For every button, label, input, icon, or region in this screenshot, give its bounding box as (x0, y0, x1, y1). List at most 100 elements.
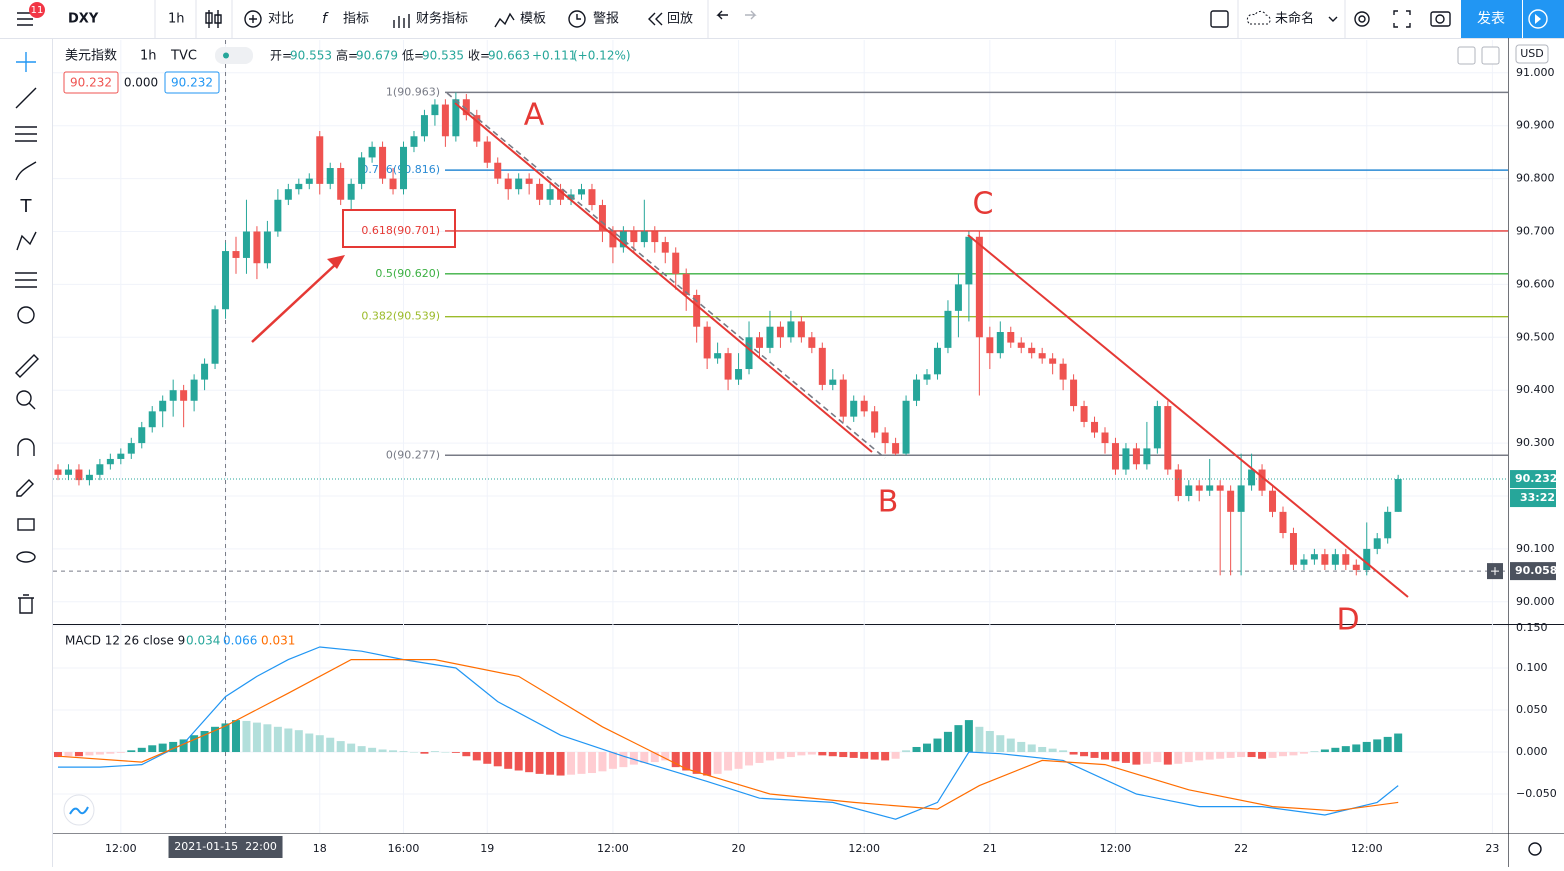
candle-body (724, 353, 732, 380)
fib-tool[interactable] (15, 126, 37, 142)
interval-button[interactable]: 1h (168, 12, 185, 27)
macd-bar (619, 752, 628, 768)
candle-body (1091, 421, 1099, 433)
settings-button[interactable] (1528, 842, 1542, 856)
magnet-tool[interactable] (17, 438, 35, 456)
candle-body (1017, 342, 1025, 348)
candle-body (148, 411, 156, 428)
measure-tool[interactable] (15, 354, 39, 378)
alert-button[interactable]: 警报 (593, 11, 619, 27)
crosshair-tool[interactable] (16, 52, 36, 72)
layout-button[interactable] (1210, 10, 1229, 28)
layout-name[interactable]: 未命名 (1275, 11, 1314, 27)
visibility-tool[interactable] (16, 551, 36, 563)
y-tick-label: 90.700 (1516, 224, 1555, 237)
candle-body (986, 337, 994, 354)
high-value: 90.679 (356, 49, 398, 63)
macd-bar (692, 752, 701, 774)
candle-body (274, 199, 282, 232)
reset-button[interactable] (1481, 46, 1500, 65)
candle-body (703, 326, 711, 359)
candle-body (483, 141, 491, 163)
bid-box[interactable] (63, 71, 119, 94)
macd-bar (190, 735, 199, 753)
ask-price: 90.232 (171, 76, 213, 90)
candle-body (745, 337, 753, 370)
macd-bar (409, 752, 418, 753)
candle-body (1059, 363, 1067, 380)
icon-tool[interactable] (17, 306, 35, 324)
macd-bar (336, 741, 345, 753)
candle-body (661, 242, 669, 253)
macd-bar (1383, 736, 1392, 753)
macd-bar (598, 752, 607, 772)
macd-bar (1038, 746, 1047, 753)
candle-body (410, 136, 418, 147)
play-button[interactable] (1523, 0, 1564, 38)
x-tick-label: 12:00 (597, 842, 629, 855)
macd-bar (1310, 751, 1319, 753)
candle-body (106, 458, 114, 465)
compare-button[interactable]: 对比 (268, 12, 294, 27)
brush-tool[interactable] (15, 161, 37, 181)
candle-body (1300, 559, 1308, 565)
macd-bar (273, 726, 282, 753)
spread: 0.000 (124, 76, 158, 90)
candle-body (211, 309, 219, 364)
macd-bar (912, 746, 921, 753)
zoom-tool[interactable] (16, 390, 32, 406)
currency-box[interactable] (1515, 44, 1549, 64)
ask-box[interactable] (164, 71, 220, 94)
fullscreen-button[interactable] (1393, 10, 1411, 28)
candle-body (902, 400, 910, 454)
left-toolbar: T (15, 38, 53, 867)
macd-bar (608, 752, 617, 769)
candle-body (368, 146, 376, 158)
scroll-button[interactable] (1457, 46, 1476, 65)
candle-body (808, 337, 816, 348)
candle-body (598, 205, 606, 232)
fib-label: 1(90.963) (386, 85, 440, 98)
replay-icon (648, 12, 663, 26)
indicators-button[interactable]: 指标 (343, 12, 369, 27)
candle-body (75, 469, 83, 481)
macd-bar (462, 752, 471, 757)
chart-style-icon[interactable] (205, 10, 222, 28)
crosshair-time-label: 2021-01-15 22:00 (174, 840, 277, 853)
remove-tool[interactable] (18, 594, 34, 614)
annotation: B (878, 485, 899, 520)
undo-button[interactable] (716, 10, 728, 20)
signal-line (57, 659, 1399, 812)
macd-bar (1289, 752, 1298, 756)
bid-price: 90.232 (70, 76, 112, 90)
candle-body (818, 347, 826, 385)
candle-body (1279, 511, 1287, 534)
pattern-tool[interactable] (16, 231, 37, 251)
text-tool[interactable]: T (20, 196, 33, 217)
lock-tool[interactable] (17, 518, 35, 531)
financials-button[interactable]: 财务指标 (416, 11, 468, 27)
settings-button[interactable] (1354, 11, 1370, 27)
macd-bar (849, 752, 858, 758)
macd-bar (148, 745, 157, 753)
symbol-interval: 1h (140, 49, 157, 64)
publish-label: 发表 (1477, 11, 1505, 27)
y-tick-label: 90.800 (1516, 172, 1555, 185)
macd-line-value: 0.066 (223, 634, 257, 648)
replay-button[interactable]: 回放 (667, 12, 693, 27)
macd-bar (650, 752, 659, 763)
macd-bar (1278, 752, 1287, 757)
macd-bar (1258, 752, 1267, 759)
trendline-tool[interactable] (15, 87, 37, 109)
publish-button[interactable] (1461, 0, 1522, 38)
arrow-head (327, 255, 345, 269)
lock-drawings-tool[interactable] (16, 479, 34, 497)
snapshot-button[interactable] (1430, 11, 1451, 27)
macd-bar (64, 752, 73, 757)
prediction-tool[interactable] (15, 272, 37, 288)
templates-button[interactable]: 模板 (520, 12, 546, 27)
templates-icon (494, 12, 515, 28)
redo-button[interactable] (745, 10, 757, 20)
y-tick-label: 90.100 (1516, 542, 1555, 555)
symbol-search[interactable]: DXY (68, 12, 99, 27)
